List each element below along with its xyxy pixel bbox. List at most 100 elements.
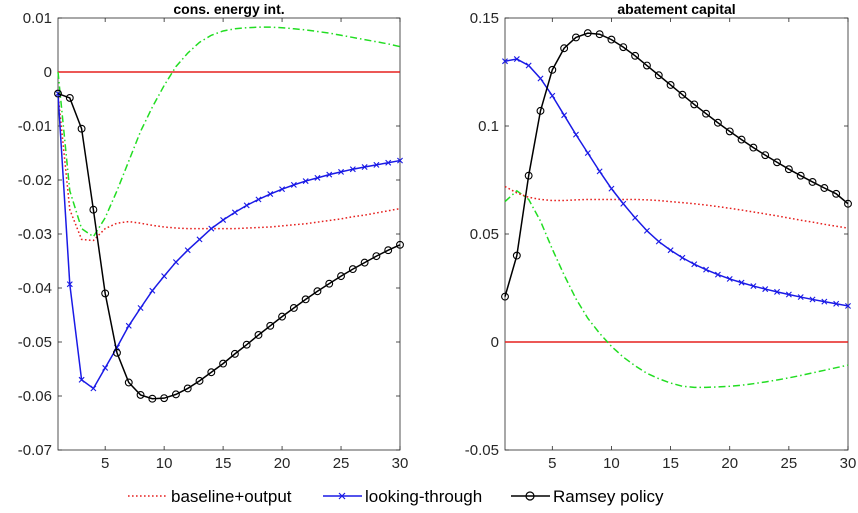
legend-item-looking-through: looking-through xyxy=(323,487,482,506)
data-point-marker xyxy=(725,127,734,136)
data-point-marker xyxy=(631,51,640,60)
data-point-marker xyxy=(313,287,322,296)
data-point-marker xyxy=(501,292,509,301)
data-point-marker xyxy=(161,273,168,280)
data-point-marker xyxy=(667,247,674,254)
y-tick-label: -0.07 xyxy=(18,442,52,459)
legend-item-baseline-output: baseline+output xyxy=(128,487,292,506)
data-point-marker xyxy=(584,150,591,156)
data-point-marker xyxy=(714,271,721,278)
legend: baseline+output looking-through Ramsey p… xyxy=(128,487,664,506)
x-tick-label: 30 xyxy=(392,455,409,472)
data-point-marker xyxy=(773,158,781,167)
data-point-marker xyxy=(384,246,393,255)
data-point-marker xyxy=(184,247,191,254)
plot-area: 0.01 0 -0.01 -0.02 -0.03 -0.04 -0.05 -0.06 -0.07… xyxy=(18,10,409,472)
data-point-marker xyxy=(749,143,758,152)
data-point-marker xyxy=(833,300,840,307)
data-point-marker xyxy=(348,265,357,274)
data-point-marker xyxy=(702,109,711,118)
data-point-marker xyxy=(666,81,675,89)
data-point-marker xyxy=(78,376,85,383)
data-point-marker xyxy=(289,304,298,312)
data-point-marker xyxy=(679,254,686,261)
data-point-marker xyxy=(207,368,216,377)
data-point-marker xyxy=(148,394,157,403)
data-point-marker xyxy=(314,174,321,181)
data-point-marker xyxy=(77,124,86,133)
y-tick-label: -0.03 xyxy=(18,226,52,243)
data-point-marker xyxy=(762,286,769,293)
data-point-marker xyxy=(360,258,369,267)
series-line-looking-through xyxy=(504,58,849,307)
x-marker-icon xyxy=(338,492,346,500)
y-tick-label: 0.05 xyxy=(470,226,499,243)
data-point-marker xyxy=(583,29,592,38)
data-point-marker xyxy=(89,205,98,214)
data-point-marker xyxy=(607,35,616,44)
data-point-marker xyxy=(796,171,805,180)
data-point-marker xyxy=(525,62,532,69)
data-point-marker xyxy=(267,191,274,198)
data-point-marker xyxy=(572,33,580,42)
data-point-marker xyxy=(560,44,569,53)
data-point-marker xyxy=(832,189,841,198)
data-point-marker xyxy=(397,157,403,164)
data-point-marker xyxy=(797,294,804,301)
data-point-marker xyxy=(101,289,110,298)
data-point-marker xyxy=(172,259,179,266)
data-point-marker xyxy=(302,178,309,185)
data-point-marker xyxy=(65,93,74,102)
data-point-marker xyxy=(396,240,404,249)
data-point-marker xyxy=(513,56,520,63)
data-point-marker xyxy=(643,227,650,234)
data-point-marker xyxy=(290,181,297,188)
x-tick-label: 5 xyxy=(101,455,109,472)
series-line-looking-through xyxy=(57,93,401,390)
legend-label: Ramsey policy xyxy=(553,487,664,506)
data-point-marker xyxy=(572,131,579,138)
data-point-marker xyxy=(255,196,262,203)
data-point-marker xyxy=(301,295,310,304)
series-line-baseline-output xyxy=(57,93,401,242)
data-point-marker xyxy=(596,168,603,175)
data-point-marker xyxy=(266,321,275,330)
data-point-marker xyxy=(809,296,816,303)
x-tick-label: 25 xyxy=(333,455,350,472)
data-point-marker xyxy=(642,61,651,70)
x-tick-label: 20 xyxy=(274,455,291,472)
data-point-marker xyxy=(820,184,829,192)
data-point-marker xyxy=(231,209,238,216)
data-point-marker xyxy=(113,348,121,357)
y-tick-label: -0.04 xyxy=(18,280,52,297)
data-point-marker xyxy=(713,118,722,127)
data-point-marker xyxy=(703,266,710,273)
data-point-marker xyxy=(102,364,109,371)
data-point-marker xyxy=(373,161,380,168)
data-point-marker xyxy=(385,159,392,166)
data-point-marker xyxy=(124,378,133,387)
panel-title: abatement capital xyxy=(617,1,735,17)
y-tick-label: -0.05 xyxy=(465,442,499,459)
data-point-marker xyxy=(774,288,781,295)
x-tick-label: 10 xyxy=(603,455,620,472)
series-line-ramsey xyxy=(57,92,401,400)
data-point-marker xyxy=(337,272,345,281)
data-point-marker xyxy=(195,376,204,385)
data-point-marker xyxy=(821,298,828,305)
data-point-marker xyxy=(242,340,251,349)
data-point-marker xyxy=(619,43,628,52)
data-point-marker xyxy=(137,304,144,311)
data-point-marker xyxy=(512,251,521,260)
data-point-marker xyxy=(196,236,203,243)
x-tick-label: 30 xyxy=(840,455,857,472)
x-tick-label: 25 xyxy=(781,455,798,472)
panel-cons-energy-int: cons. energy int. 0.01 0 -0.01 -0.02 -0.03 -0… xyxy=(18,1,409,472)
data-point-marker xyxy=(785,291,792,298)
y-tick-label: 0.1 xyxy=(478,118,499,135)
data-point-marker xyxy=(349,166,356,173)
data-point-marker xyxy=(326,171,333,178)
y-tick-label: -0.02 xyxy=(18,172,52,189)
panel-abatement-capital: abatement capital 0.15 0.1 0.05 0 -0.05 5 10 15… xyxy=(465,1,857,472)
